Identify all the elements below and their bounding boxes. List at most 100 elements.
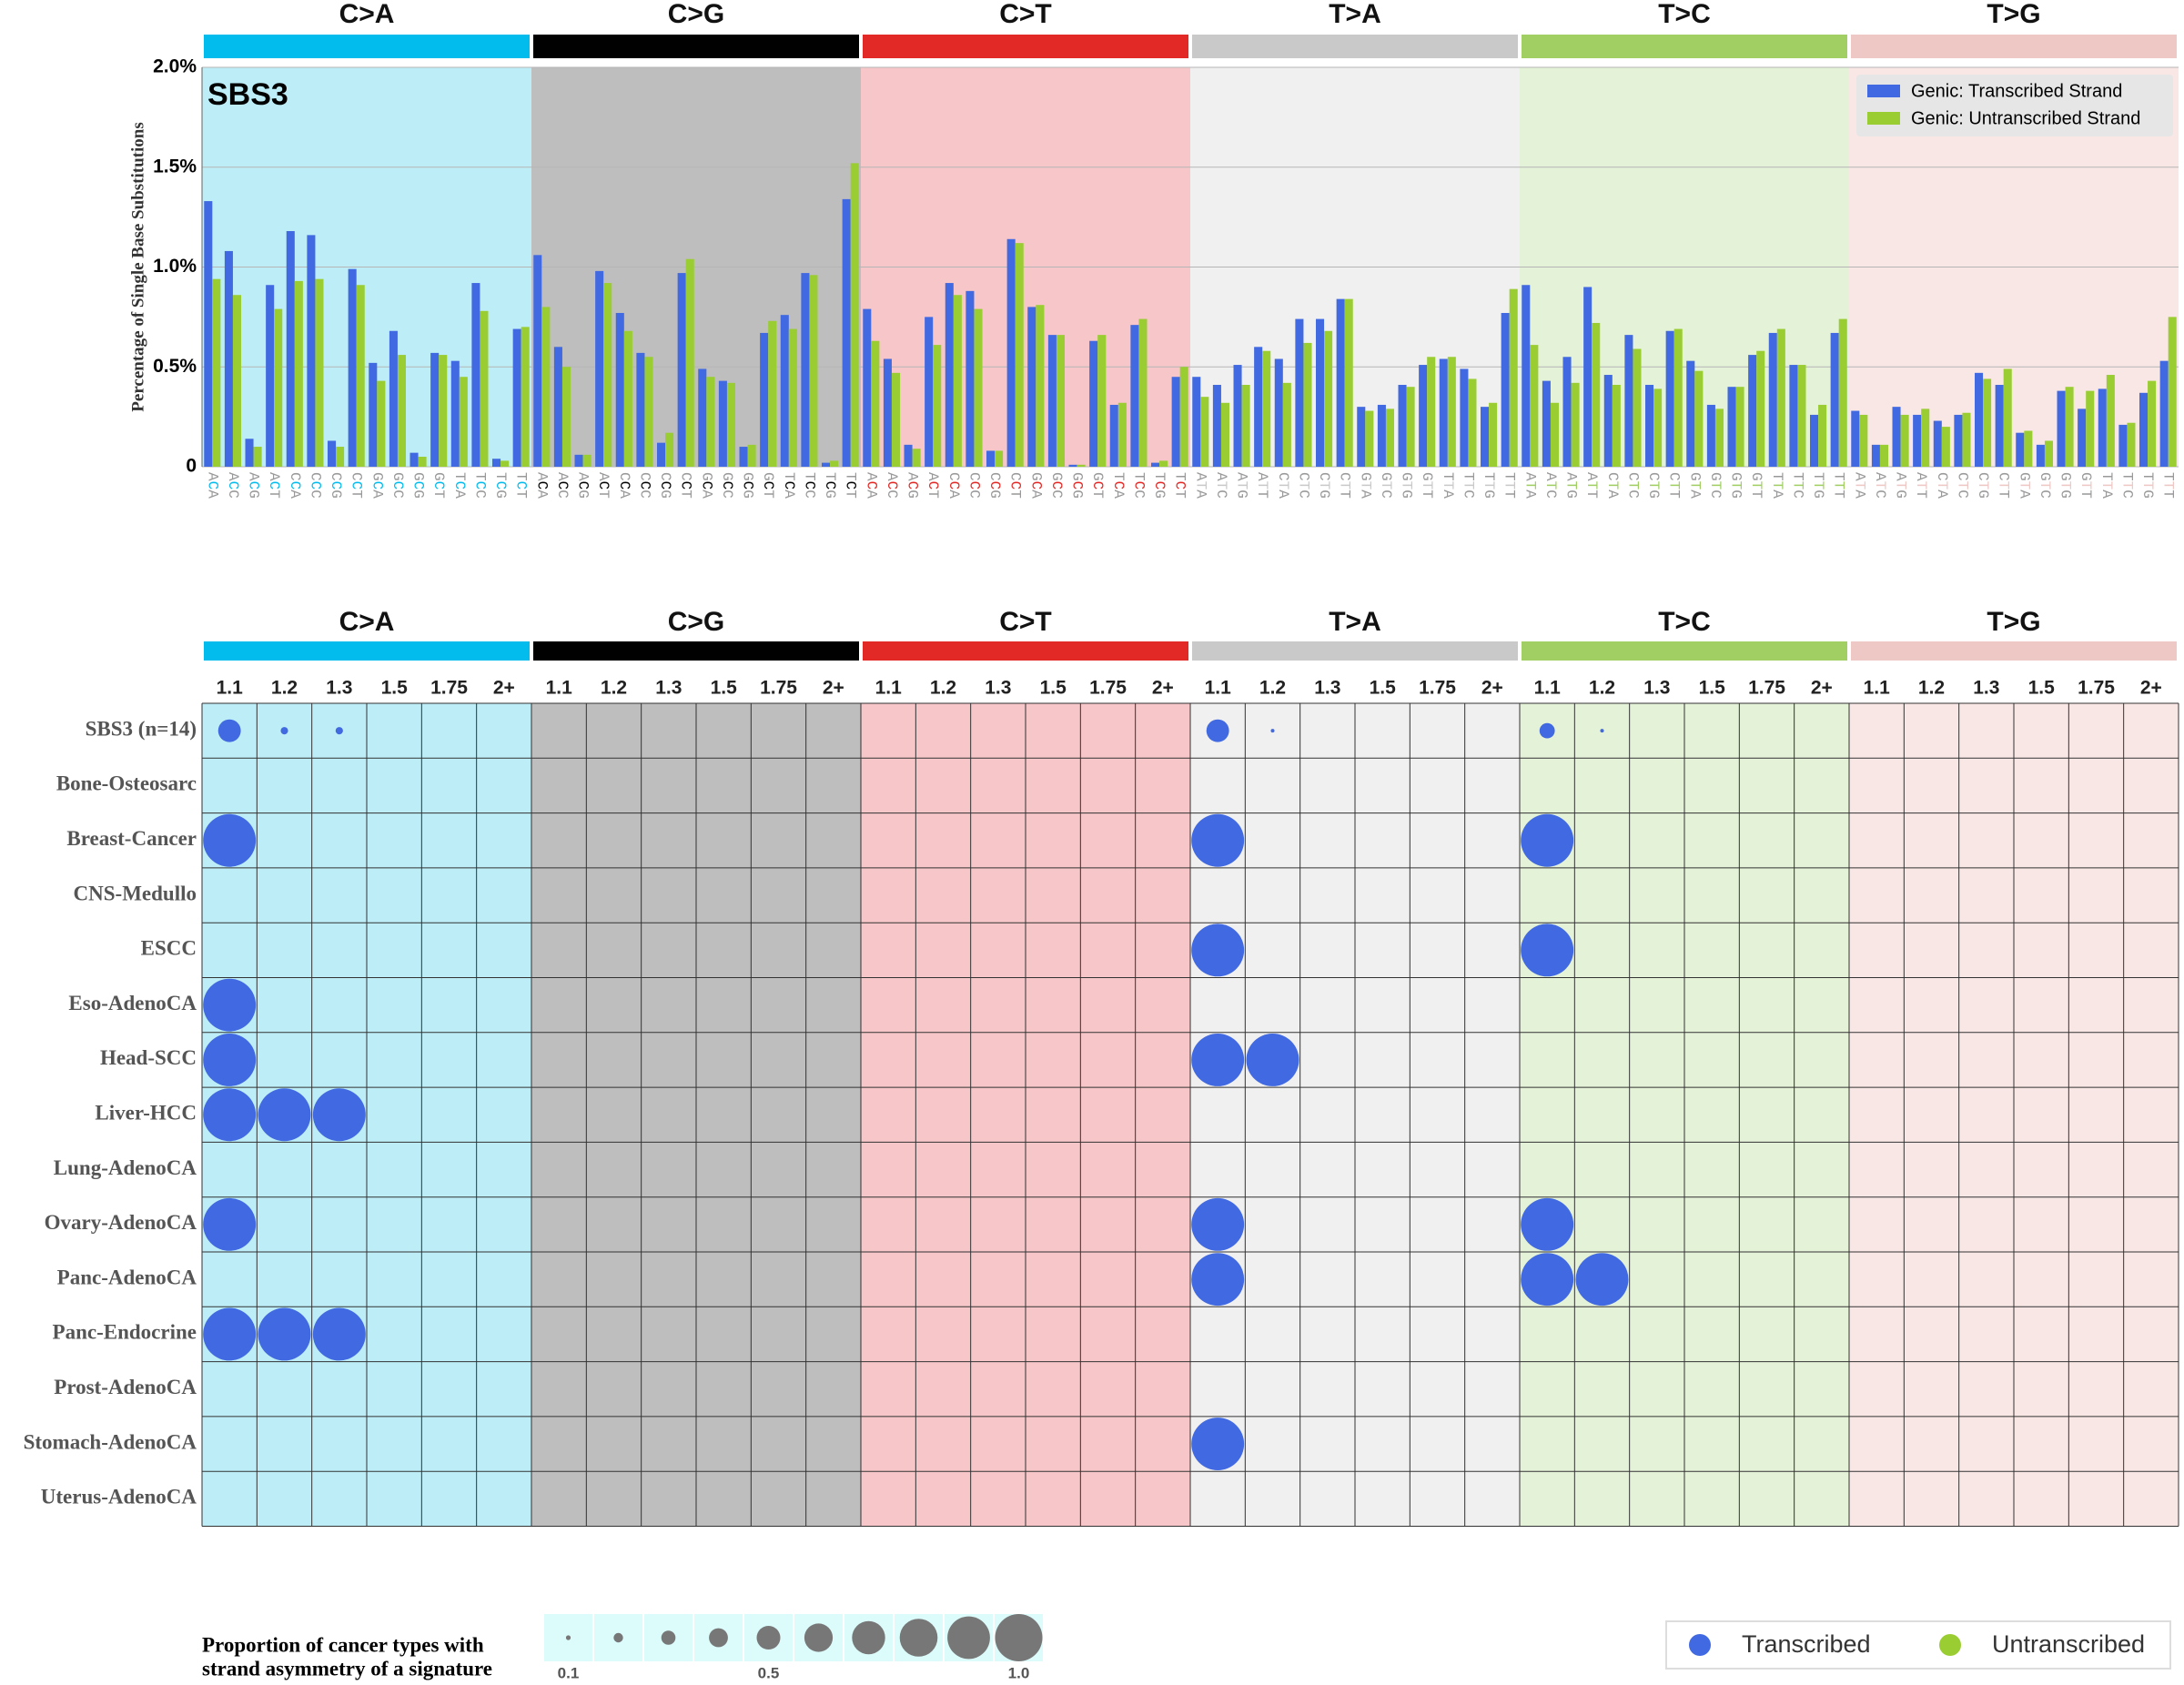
x-tick-label: TCG (822, 472, 838, 499)
size-legend-tick: 0.5 (758, 1664, 780, 1681)
bar (1941, 427, 1950, 467)
x-tick-label: ACG (904, 472, 920, 499)
bar (1130, 325, 1139, 467)
bubble (1521, 813, 1574, 867)
bar (2098, 388, 2107, 467)
bar (1933, 420, 1942, 467)
x-tick-label: TTT (2159, 472, 2176, 499)
bubble (203, 1307, 257, 1361)
bar (1468, 378, 1477, 467)
group-label: T>A (1329, 0, 1381, 29)
bar (274, 308, 283, 467)
column-label: 1.2 (1918, 678, 1945, 699)
bar (1357, 407, 1366, 467)
bar (2036, 444, 2045, 467)
bubble (312, 1307, 366, 1361)
x-tick-label: TCA (1110, 472, 1127, 499)
bar (459, 377, 468, 467)
x-tick-label: CCC (636, 472, 652, 499)
bar (1233, 365, 1242, 467)
bar (1727, 387, 1736, 467)
x-tick-label: TCG (492, 472, 509, 499)
bar (1439, 358, 1448, 467)
bar (1830, 332, 1839, 467)
size-legend-circle (565, 1635, 571, 1640)
bar (1047, 335, 1057, 467)
x-tick-label: CCG (657, 472, 673, 499)
x-tick-label: CCG (328, 472, 344, 499)
bar (356, 285, 365, 467)
bar (521, 327, 530, 467)
x-tick-label: ACC (554, 472, 571, 499)
x-tick-label: TTC (2118, 472, 2135, 499)
x-tick-label: GTA (2016, 472, 2032, 499)
group-bar (1522, 641, 1847, 661)
bar (2118, 424, 2128, 467)
x-tick-label: ACC (225, 472, 241, 499)
bar (1768, 332, 1777, 467)
group-bar (1192, 641, 1518, 661)
bubble (1521, 1197, 1574, 1251)
bar (1481, 407, 1490, 467)
bar (1686, 360, 1695, 467)
bar (1324, 330, 1333, 467)
size-legend-title: Proportion of cancer types with (202, 1633, 484, 1656)
column-label: 1.75 (1748, 678, 1785, 699)
bar (706, 377, 715, 467)
bar (1653, 388, 1663, 467)
bar (636, 352, 645, 467)
bar (677, 273, 686, 467)
x-tick-label: GTG (2057, 472, 2073, 499)
bar (430, 352, 440, 467)
bar (2078, 409, 2087, 467)
bar (1562, 357, 1572, 467)
bar (726, 382, 735, 467)
bar (328, 440, 337, 467)
row-label: Panc-AdenoCA (57, 1266, 197, 1288)
bar (1254, 347, 1263, 467)
x-tick-label: TCT (842, 472, 858, 499)
x-tick-label: ACG (245, 472, 261, 499)
bar (1282, 382, 1291, 467)
bubble (1575, 1253, 1629, 1307)
x-tick-label: GTT (1419, 472, 1435, 499)
bar (286, 230, 295, 468)
bar (1921, 409, 1930, 467)
x-tick-label: TCC (801, 472, 817, 499)
bubble (1246, 1033, 1299, 1086)
bar (1603, 375, 1613, 467)
bar (1159, 460, 1168, 467)
bar (1056, 335, 1065, 467)
bubble (1191, 813, 1245, 867)
bar (2168, 317, 2177, 467)
group-label: C>A (339, 0, 395, 29)
bar (2086, 390, 2095, 467)
y-tick-label: 1.5% (153, 156, 197, 177)
column-label: 1.1 (1205, 678, 1232, 699)
bar (336, 447, 345, 467)
bar (822, 462, 831, 467)
bar (685, 258, 694, 467)
column-label: 1.75 (760, 678, 797, 699)
bar (1138, 318, 1148, 467)
size-legend-circle (995, 1614, 1043, 1661)
bar (1344, 298, 1353, 467)
bar (418, 457, 427, 467)
y-tick-label: 0 (186, 456, 197, 477)
row-label: Prost-AdenoCA (54, 1376, 197, 1398)
group-label: C>G (668, 0, 725, 29)
column-label: 1.1 (1534, 678, 1562, 699)
x-tick-label: ACA (204, 472, 220, 499)
size-legend-circle (709, 1628, 728, 1648)
bar (718, 380, 727, 467)
column-label: 1.3 (655, 678, 682, 699)
bubble (1539, 722, 1555, 739)
bar (212, 278, 221, 467)
bar (788, 328, 797, 467)
x-tick-label: ATC (1872, 472, 1888, 499)
column-label: 2+ (493, 678, 515, 699)
column-label: 2+ (1481, 678, 1503, 699)
bar (2148, 380, 2157, 467)
x-tick-label: ACA (533, 472, 550, 499)
bar (397, 355, 406, 467)
